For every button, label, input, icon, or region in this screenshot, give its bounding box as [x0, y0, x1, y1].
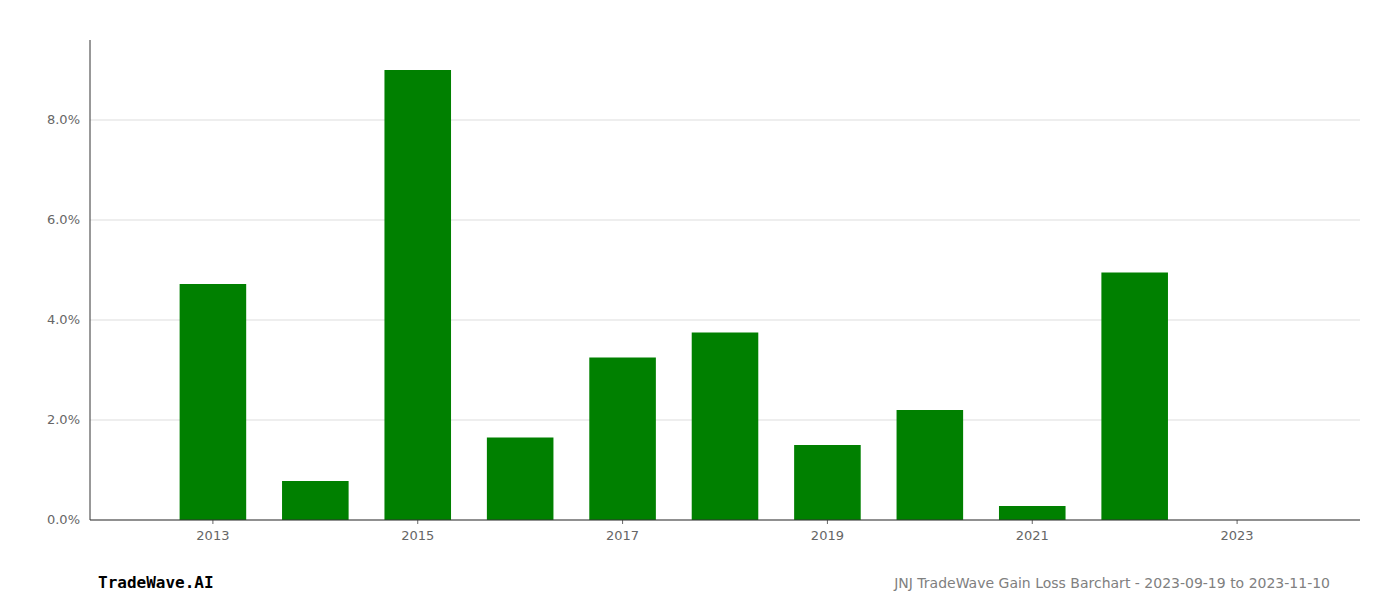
x-tick-label: 2017: [606, 528, 639, 543]
bar: [589, 358, 656, 521]
bar: [999, 506, 1066, 520]
y-tick-label: 6.0%: [47, 212, 80, 227]
bars: [180, 70, 1168, 520]
bar: [487, 438, 554, 521]
x-tick-label: 2013: [196, 528, 229, 543]
chart: 0.0% 2.0% 4.0% 6.0% 8.0% 2013 2015 2017 2019 2021…: [0, 0, 1400, 600]
x-tick-label: 2023: [1221, 528, 1254, 543]
y-tick-label: 8.0%: [47, 112, 80, 127]
background: [0, 0, 1400, 600]
bar: [384, 70, 451, 520]
x-axis: [90, 520, 1360, 521]
y-tick-label: 2.0%: [47, 412, 80, 427]
bar: [282, 481, 349, 520]
grid-line: [90, 220, 1360, 221]
bar: [1101, 273, 1168, 521]
y-tick-label: 0.0%: [47, 512, 80, 527]
x-tick: [622, 520, 623, 524]
grid-line: [90, 120, 1360, 121]
y-axis: [90, 40, 91, 520]
bar: [180, 284, 247, 520]
tick-labels: 0.0% 2.0% 4.0% 6.0% 8.0% 2013 2015 2017 2019 2021…: [47, 112, 1254, 544]
x-tick: [417, 520, 418, 524]
x-tick: [1032, 520, 1033, 524]
bar: [692, 333, 759, 521]
x-tick: [212, 520, 213, 524]
bar: [794, 445, 861, 520]
y-tick-label: 4.0%: [47, 312, 80, 327]
grid-line: [90, 320, 1360, 321]
bar: [897, 410, 964, 520]
x-tick-label: 2015: [401, 528, 434, 543]
x-tick-label: 2021: [1016, 528, 1049, 543]
grid: [90, 120, 1360, 520]
grid-line: [90, 520, 1360, 521]
footer-left: TradeWave.AI: [98, 573, 214, 592]
footer-right: JNJ TradeWave Gain Loss Barchart - 2023-…: [893, 575, 1330, 591]
x-tick-label: 2019: [811, 528, 844, 543]
x-tick: [827, 520, 828, 524]
x-tick: [1237, 520, 1238, 524]
